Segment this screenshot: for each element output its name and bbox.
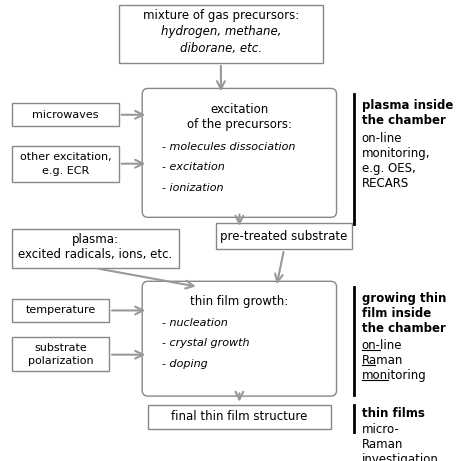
Text: substrate: substrate: [34, 343, 87, 353]
FancyBboxPatch shape: [142, 281, 337, 396]
Text: - nucleation: - nucleation: [162, 318, 228, 328]
Bar: [12, 103, 119, 126]
Text: plasma:: plasma:: [72, 233, 119, 247]
Text: final thin film structure: final thin film structure: [171, 410, 308, 423]
Bar: [12, 299, 109, 322]
Text: temperature: temperature: [26, 306, 96, 315]
FancyBboxPatch shape: [142, 89, 337, 217]
Text: monitoring: monitoring: [362, 369, 427, 382]
Bar: [12, 229, 179, 268]
Text: pre-treated substrate: pre-treated substrate: [220, 230, 348, 242]
Text: thin film growth:: thin film growth:: [190, 296, 289, 308]
Text: - ionization: - ionization: [162, 183, 223, 193]
Text: film inside: film inside: [362, 307, 431, 320]
Bar: [12, 146, 119, 182]
Text: - doping: - doping: [162, 359, 208, 369]
Text: e.g. OES,: e.g. OES,: [362, 162, 416, 175]
Text: plasma inside: plasma inside: [362, 99, 453, 112]
Text: - molecules dissociation: - molecules dissociation: [162, 142, 295, 152]
Text: micro-: micro-: [362, 422, 400, 436]
Bar: [216, 223, 352, 249]
Bar: [12, 337, 109, 371]
Text: Raman: Raman: [362, 437, 403, 450]
Text: - excitation: - excitation: [162, 162, 224, 172]
Text: polarization: polarization: [28, 356, 93, 366]
Text: on-line: on-line: [362, 132, 402, 145]
Text: RECARS: RECARS: [362, 177, 409, 190]
Bar: [119, 5, 323, 63]
Text: hydrogen, methane,: hydrogen, methane,: [161, 24, 281, 37]
Text: Raman: Raman: [362, 354, 403, 367]
Text: the chamber: the chamber: [362, 322, 446, 335]
Text: - crystal growth: - crystal growth: [162, 338, 249, 349]
Text: excited radicals, ions, etc.: excited radicals, ions, etc.: [18, 248, 173, 261]
Text: diborane, etc.: diborane, etc.: [180, 42, 262, 55]
Text: mixture of gas precursors:: mixture of gas precursors:: [143, 10, 299, 23]
Text: other excitation,: other excitation,: [19, 152, 111, 162]
Text: microwaves: microwaves: [32, 110, 99, 120]
Text: of the precursors:: of the precursors:: [187, 118, 292, 130]
Text: the chamber: the chamber: [362, 114, 446, 127]
Text: growing thin: growing thin: [362, 292, 446, 305]
Text: monitoring,: monitoring,: [362, 147, 430, 160]
Text: excitation: excitation: [210, 103, 268, 116]
Text: thin films: thin films: [362, 408, 425, 420]
Text: investigation: investigation: [362, 453, 438, 461]
Bar: [148, 405, 331, 429]
Text: on-line: on-line: [362, 339, 402, 352]
Text: e.g. ECR: e.g. ECR: [42, 166, 89, 176]
